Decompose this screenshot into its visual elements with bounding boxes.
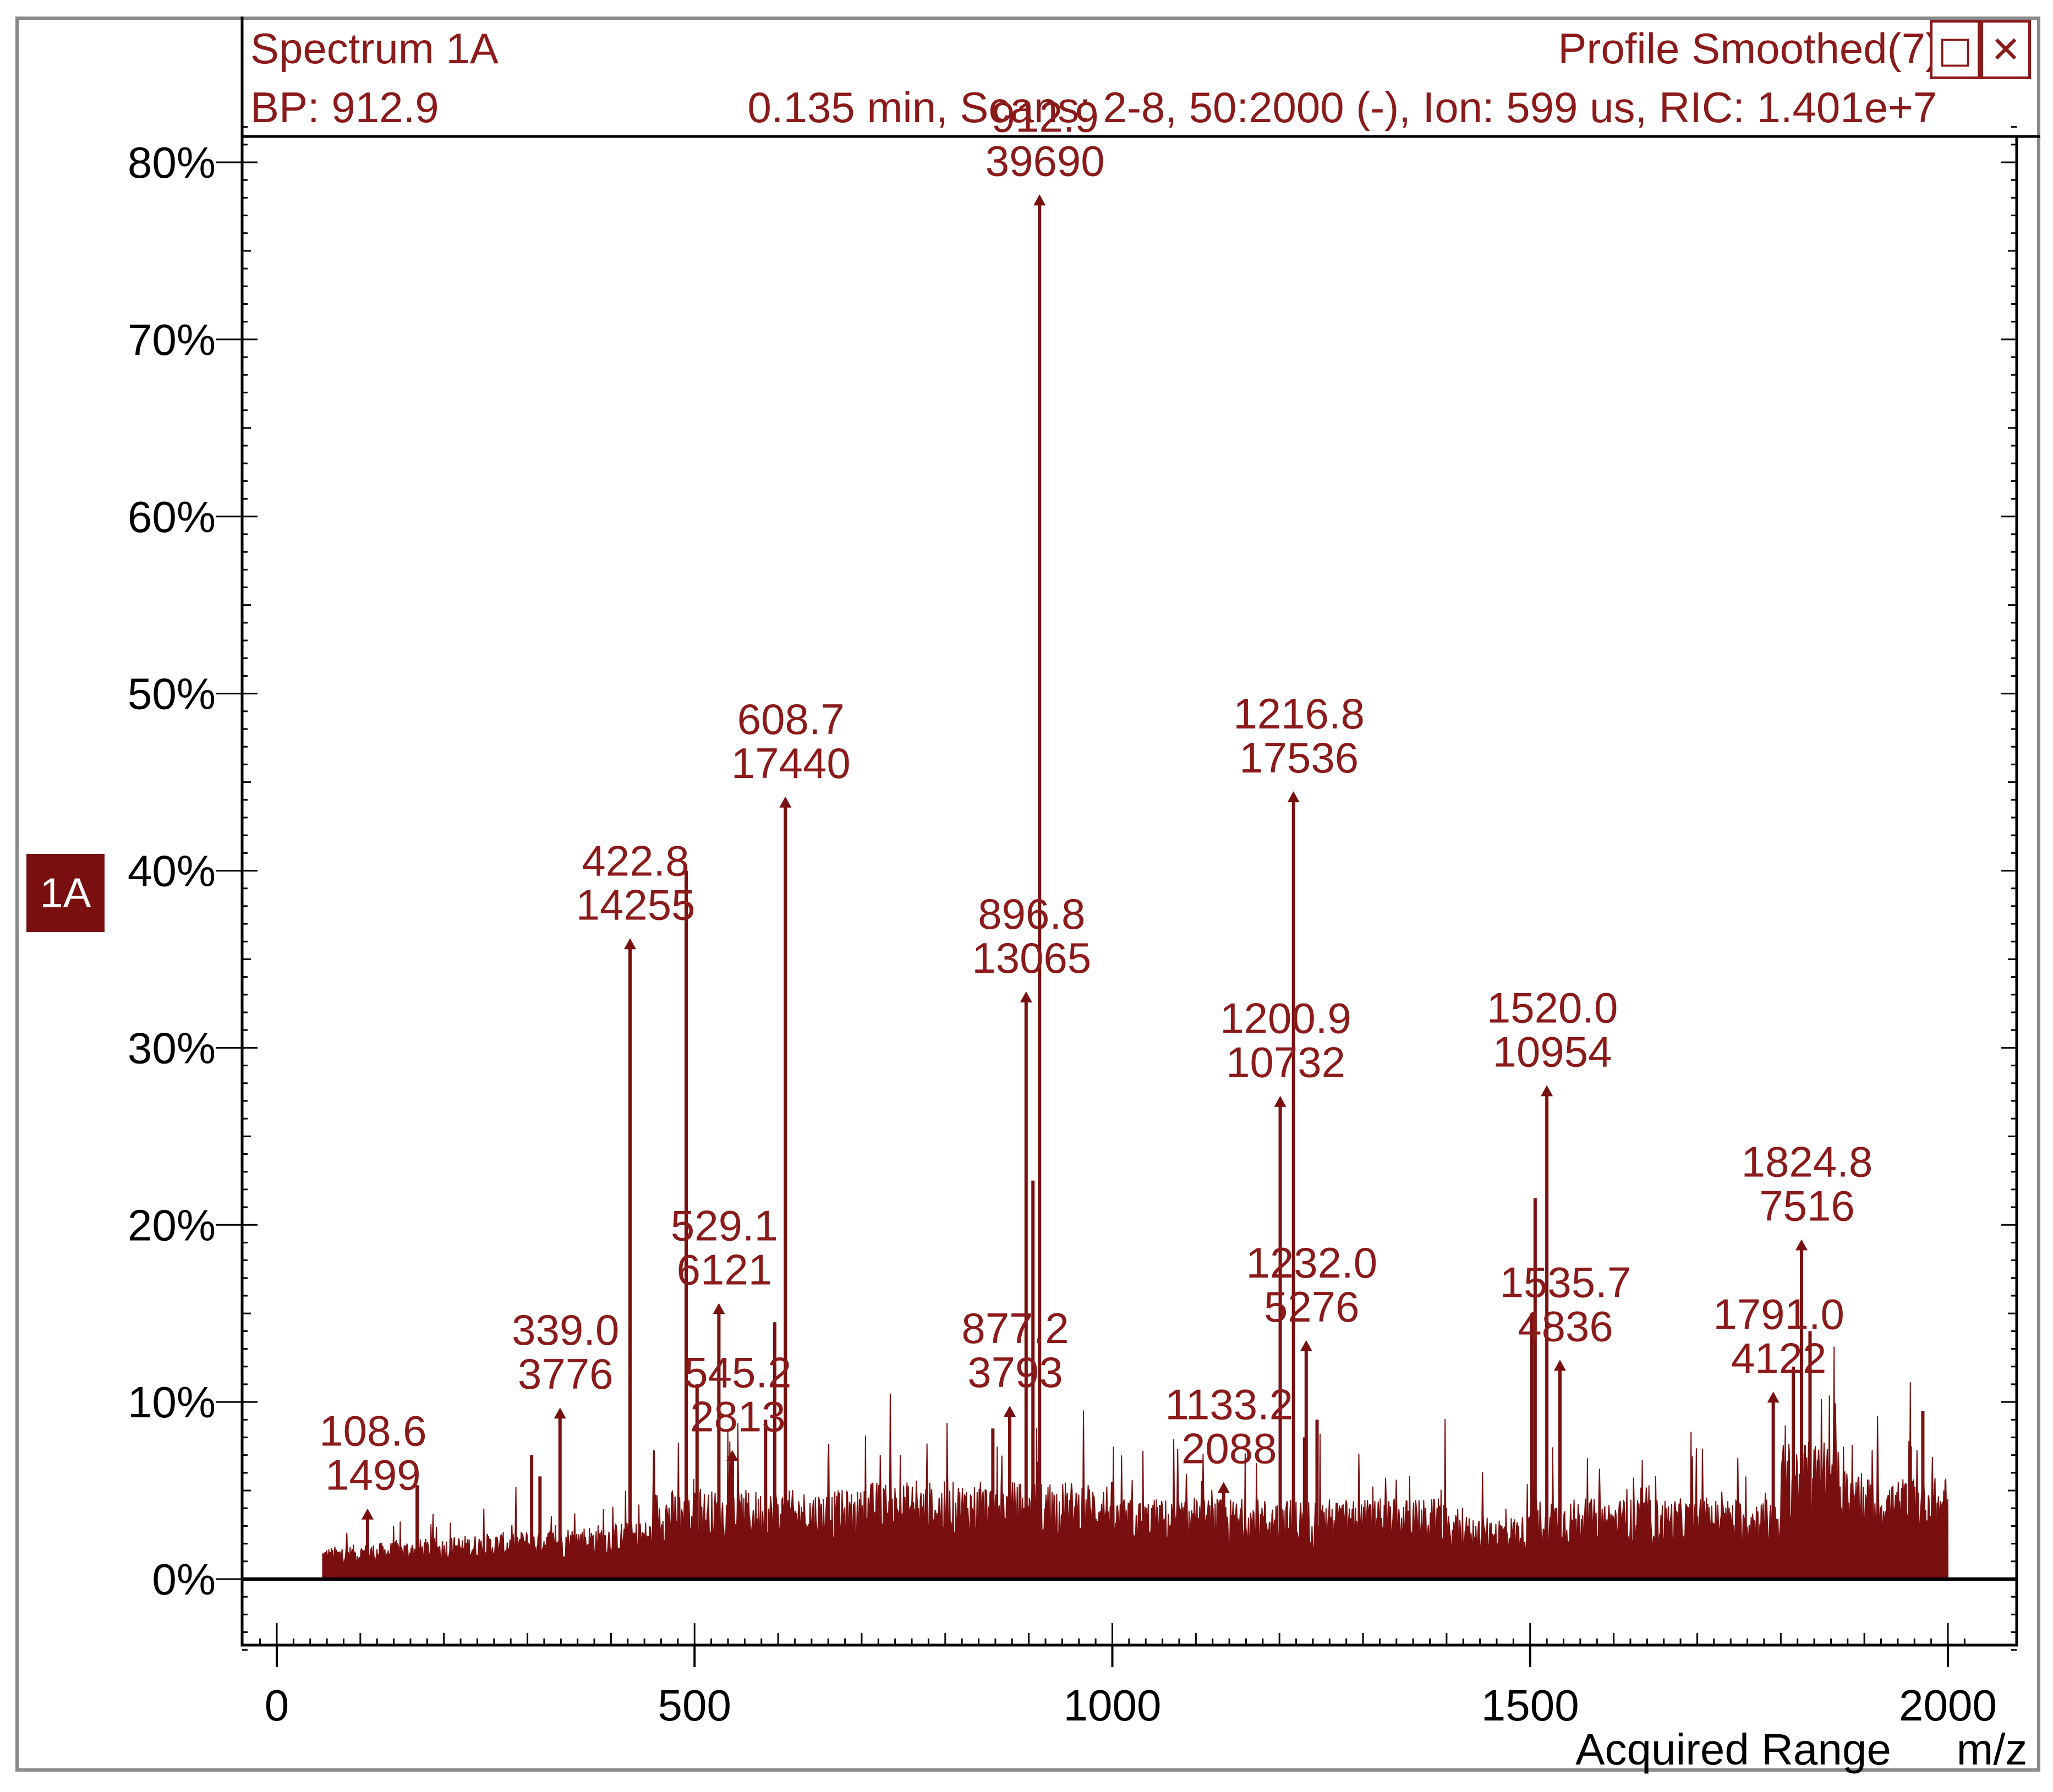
peak-label-intensity: 5276 (1264, 1283, 1360, 1331)
y-tick-label: 40% (128, 847, 216, 896)
trace-badge[interactable]: 1A (26, 854, 105, 932)
peak-marker (624, 938, 637, 950)
peak-label-mz: 422.8 (582, 836, 689, 885)
peak-label-mz: 1133.2 (1165, 1380, 1293, 1428)
spectrum-title: Spectrum 1A (250, 24, 499, 73)
x-tick-label: 1500 (1481, 1681, 1579, 1730)
base-peak-label: BP: 912.9 (250, 83, 439, 131)
plot-border (240, 135, 2018, 1647)
peak-label-intensity: 2813 (690, 1392, 786, 1440)
peak-label-mz: 1216.8 (1233, 689, 1365, 738)
peak-label-mz: 608.7 (737, 695, 845, 743)
peak-marker (1033, 194, 1046, 206)
peak-label-mz: 877.2 (961, 1304, 1069, 1352)
peak-label-mz: 1200.9 (1220, 994, 1351, 1043)
peak-label-mz: 1535.7 (1500, 1258, 1632, 1306)
x-tick-label: 2000 (1899, 1681, 1997, 1730)
x-tick-label: 0 (265, 1681, 289, 1730)
peak-label-mz: 529.1 (671, 1201, 778, 1250)
peak-marker (1767, 1391, 1780, 1403)
x-tick-label: 500 (658, 1681, 731, 1730)
peak-marker (554, 1407, 566, 1419)
window-buttons: □ ✕ (1930, 20, 2031, 79)
peak-label-intensity: 3793 (967, 1348, 1063, 1396)
peak-marker (726, 1450, 738, 1461)
y-tick-label: 50% (128, 670, 216, 719)
peak-marker (1217, 1482, 1230, 1493)
peak-label-mz: 1791.0 (1713, 1290, 1844, 1338)
peak-label-mz: 1520.0 (1487, 983, 1618, 1032)
peak-marker (1300, 1340, 1312, 1351)
peak-label-mz: 912.9 (992, 92, 1099, 141)
y-tick-label: 10% (128, 1378, 216, 1427)
x-axis-label: m/z (1957, 1725, 2028, 1774)
y-tick-label: 60% (128, 492, 216, 541)
plot-area (322, 194, 1949, 1580)
y-tick-label: 20% (128, 1201, 216, 1250)
peak-label-intensity: 10954 (1493, 1027, 1612, 1076)
peak-label-mz: 896.8 (978, 890, 1085, 938)
peak-label-mz: 1824.8 (1742, 1137, 1873, 1186)
peak-marker (713, 1303, 725, 1314)
peak-label-intensity: 7516 (1759, 1181, 1855, 1230)
axes: 0% 10% 20% 30% 40% 50% 60% 70% 80% 0 500 1000 1500 20… (128, 126, 2028, 1774)
peak-label-mz: 545.2 (684, 1348, 791, 1396)
y-tick-label: 0% (152, 1555, 216, 1604)
peak-label-intensity: 6121 (677, 1245, 773, 1294)
peak-marker (1274, 1095, 1286, 1107)
peak-marker (1541, 1085, 1553, 1097)
y-tick-label: 80% (128, 138, 216, 187)
peak-marker (1795, 1239, 1808, 1251)
restore-icon[interactable]: □ (1930, 20, 1980, 79)
close-icon[interactable]: ✕ (1980, 20, 2031, 79)
x-axis-caption: Acquired Range (1575, 1725, 1891, 1774)
peak-marker (1004, 1406, 1016, 1417)
profile-mode-label: Profile Smoothed(7) (1558, 24, 1940, 73)
peak-marker (1020, 991, 1032, 1002)
peak-label-intensity: 39690 (986, 136, 1105, 185)
peak-label-intensity: 17536 (1239, 733, 1359, 782)
peak-label-mz: 1232.0 (1246, 1238, 1378, 1287)
peak-label-intensity: 17440 (731, 739, 851, 787)
x-tick-label: 1000 (1064, 1681, 1162, 1730)
peak-label-intensity: 13065 (972, 934, 1091, 982)
peak-label-intensity: 3776 (518, 1350, 614, 1398)
peak-label-intensity: 1499 (325, 1451, 421, 1499)
peak-label-intensity: 10732 (1226, 1038, 1345, 1087)
peak-marker (779, 796, 792, 808)
scan-info-label: 0.135 min, Scans: 2-8, 50:2000 (-), Ion:… (748, 83, 1937, 131)
peak-marker (1287, 791, 1300, 803)
peak-label-intensity: 4122 (1731, 1334, 1827, 1382)
noise-trace (322, 1330, 1949, 1580)
peak-label-intensity: 4836 (1518, 1302, 1613, 1350)
peak-label-intensity: 2088 (1181, 1424, 1277, 1472)
peak-marker (361, 1508, 374, 1520)
y-tick-label: 30% (128, 1023, 216, 1072)
peak-label-intensity: 14255 (576, 880, 696, 929)
peak-marker (1553, 1360, 1566, 1371)
y-tick-label: 70% (128, 315, 216, 364)
peak-label-mz: 108.6 (319, 1407, 426, 1455)
peak-label-mz: 339.0 (512, 1306, 619, 1354)
